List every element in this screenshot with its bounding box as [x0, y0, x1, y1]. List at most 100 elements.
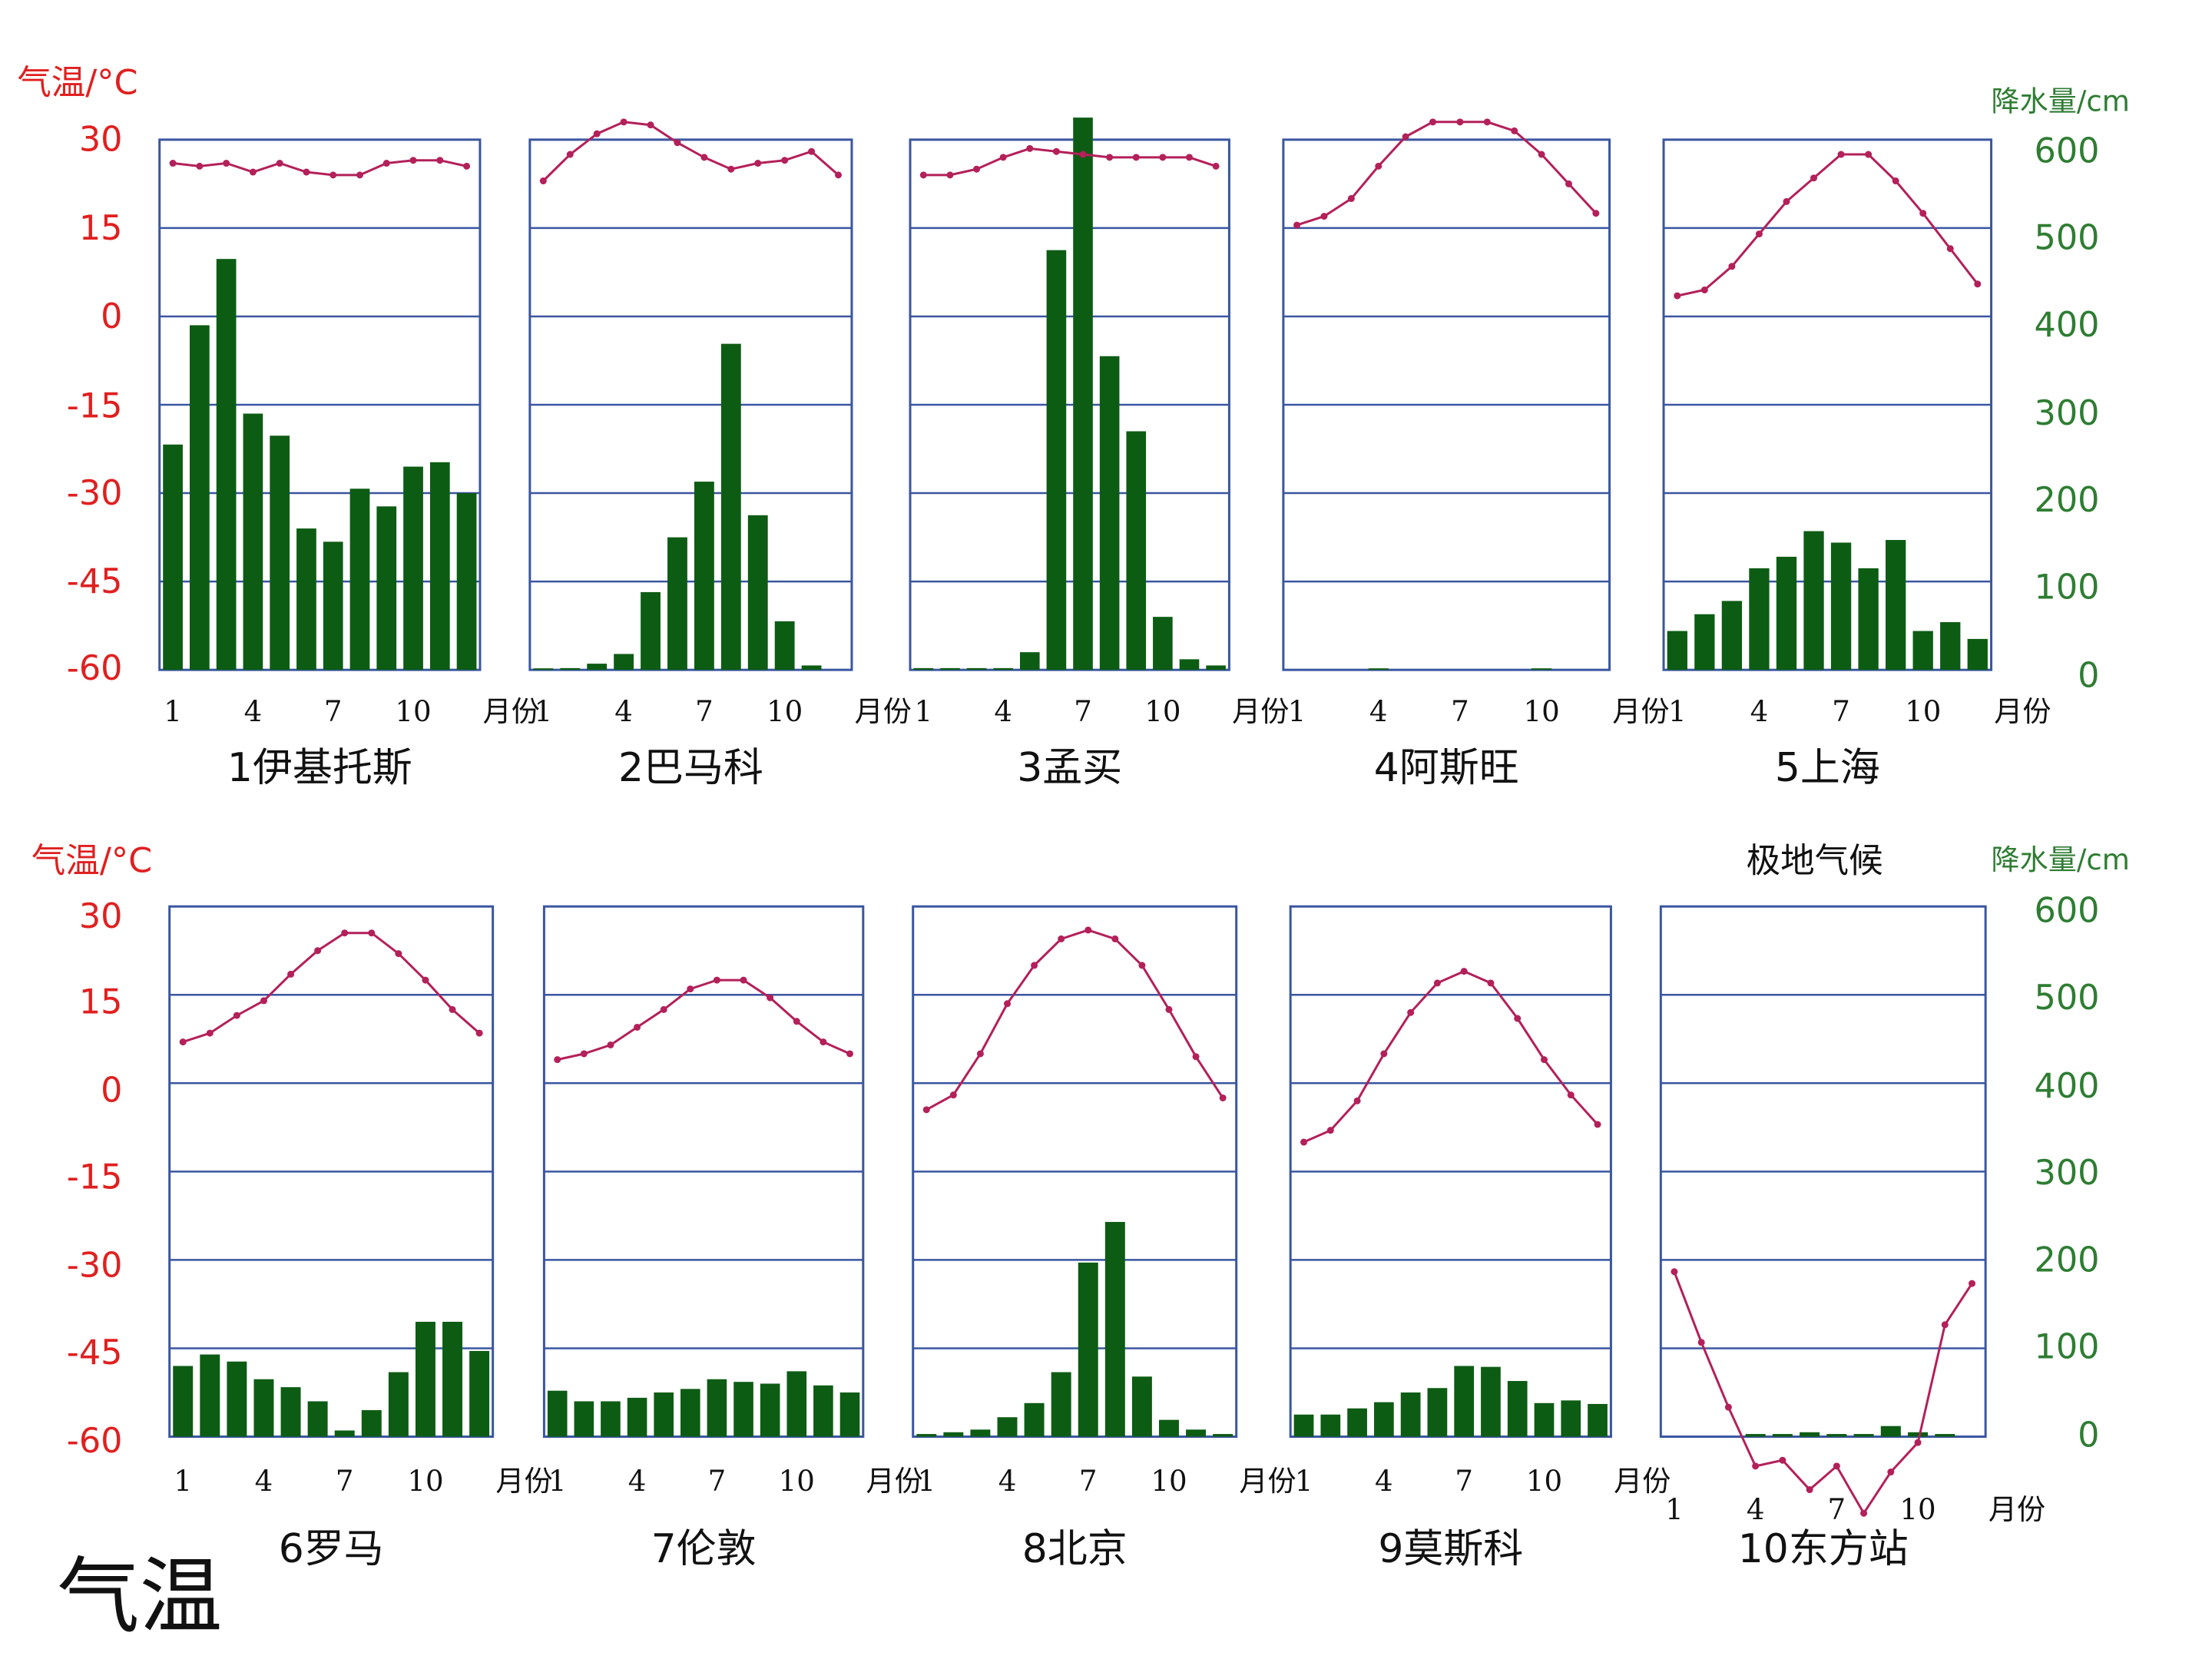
month-tick-label: 10	[395, 695, 431, 728]
temp-point	[1031, 962, 1038, 969]
temp-point	[1860, 1509, 1868, 1517]
month-tick-label: 4	[255, 1465, 273, 1498]
temp-point	[674, 139, 681, 147]
temp-point	[206, 1029, 214, 1037]
precip-bar	[1427, 1388, 1448, 1437]
temp-point	[1111, 935, 1119, 942]
precip-bar	[547, 1390, 568, 1437]
precip-tick-label: 0	[2078, 655, 2099, 695]
temp-point	[1460, 968, 1468, 975]
precip-bar	[1159, 1419, 1179, 1437]
precip-bar	[774, 621, 795, 671]
month-tick-label: 1	[535, 695, 553, 728]
precip-tick-label: 400	[2035, 1066, 2100, 1106]
temp-point	[647, 121, 654, 129]
temp-point	[973, 165, 981, 173]
temp-point	[1429, 118, 1437, 126]
precip-tick-label: 100	[2035, 567, 2100, 607]
precip-bar	[1908, 1432, 1929, 1437]
temp-point	[922, 1106, 930, 1114]
temp-point	[260, 997, 267, 1005]
precip-bar	[403, 466, 423, 671]
temp-point	[1779, 1456, 1786, 1464]
precip-tick-label: 100	[2035, 1326, 2100, 1366]
temp-point	[1212, 162, 1220, 170]
temp-point	[1219, 1094, 1227, 1101]
month-tick-label: 1	[1665, 1493, 1684, 1526]
temp-point	[1456, 118, 1464, 126]
temp-point	[1320, 213, 1328, 220]
temp-point	[169, 160, 177, 167]
temp-point	[1540, 1056, 1548, 1064]
month-unit-label: 月份	[1614, 1465, 1671, 1498]
temp-point	[249, 168, 257, 176]
temp-point	[1326, 1127, 1334, 1134]
station-title: 1伊基托斯	[227, 745, 412, 791]
temp-point	[1887, 1469, 1895, 1476]
temp-tick-label: 0	[101, 296, 122, 336]
month-tick-label: 1	[917, 1465, 935, 1498]
temp-line	[923, 147, 1217, 177]
temp-point	[754, 160, 762, 167]
temp-tick-label: 15	[79, 982, 123, 1022]
precip-bar	[296, 528, 316, 671]
precip-bar	[1800, 1432, 1820, 1437]
temp-point	[1375, 162, 1382, 170]
temp-point	[1487, 979, 1495, 987]
temp-point	[580, 1050, 588, 1058]
precip-bar	[560, 667, 581, 671]
temp-line	[542, 121, 839, 182]
month-unit-label: 月份	[1988, 1493, 2045, 1526]
temp-point	[1380, 1050, 1388, 1058]
precip-bar	[163, 444, 183, 671]
month-unit-label: 月份	[855, 695, 912, 728]
temp-point	[1755, 230, 1763, 238]
temp-point	[356, 171, 363, 179]
temp-point	[1138, 962, 1146, 969]
month-unit-label: 月份	[866, 1465, 923, 1498]
precip-bar	[1749, 568, 1770, 671]
precip-bar	[1967, 638, 1988, 671]
temp-point	[1052, 147, 1060, 155]
temp-point	[713, 976, 720, 984]
temp-point	[919, 171, 927, 179]
temp-point	[395, 950, 402, 958]
precip-bar	[997, 1417, 1018, 1437]
temp-point	[463, 162, 471, 170]
temp-tick-label: 30	[79, 896, 123, 936]
precip-tick-label: 400	[2035, 305, 2100, 345]
month-unit-label: 月份	[1994, 695, 2051, 728]
month-tick-label: 4	[614, 695, 633, 728]
temp-point	[1783, 197, 1790, 205]
precip-bar	[601, 1401, 621, 1437]
precip-bar	[1179, 659, 1200, 671]
temp-point	[1079, 151, 1087, 158]
precip-bar	[1853, 1434, 1874, 1437]
precip-bar	[1694, 614, 1715, 671]
temp-line	[557, 979, 851, 1061]
temp-point	[341, 929, 349, 937]
station-title: 6罗马	[279, 1526, 384, 1572]
month-tick-label: 1	[174, 1465, 192, 1498]
temp-point	[1946, 245, 1954, 253]
temp-tick-label: -30	[67, 1246, 123, 1286]
temp-point	[196, 162, 204, 170]
temp-point	[999, 154, 1007, 161]
temp-point	[1004, 1000, 1012, 1008]
month-tick-label: 4	[628, 1465, 647, 1498]
precip-bar	[1721, 601, 1743, 671]
month-tick-label: 7	[1451, 695, 1469, 728]
precip-bar	[940, 667, 960, 671]
month-tick-label: 10	[779, 1465, 815, 1498]
temp-point	[727, 165, 735, 173]
precip-tick-label: 600	[2035, 131, 2100, 171]
temp-point	[287, 970, 295, 978]
precip-bar	[349, 488, 370, 671]
temp-point	[1347, 195, 1355, 203]
temp-point	[1592, 210, 1600, 217]
precip-bar	[680, 1389, 700, 1437]
precip-bar	[469, 1350, 490, 1437]
temp-point	[1837, 151, 1845, 158]
temp-point	[1483, 118, 1491, 126]
